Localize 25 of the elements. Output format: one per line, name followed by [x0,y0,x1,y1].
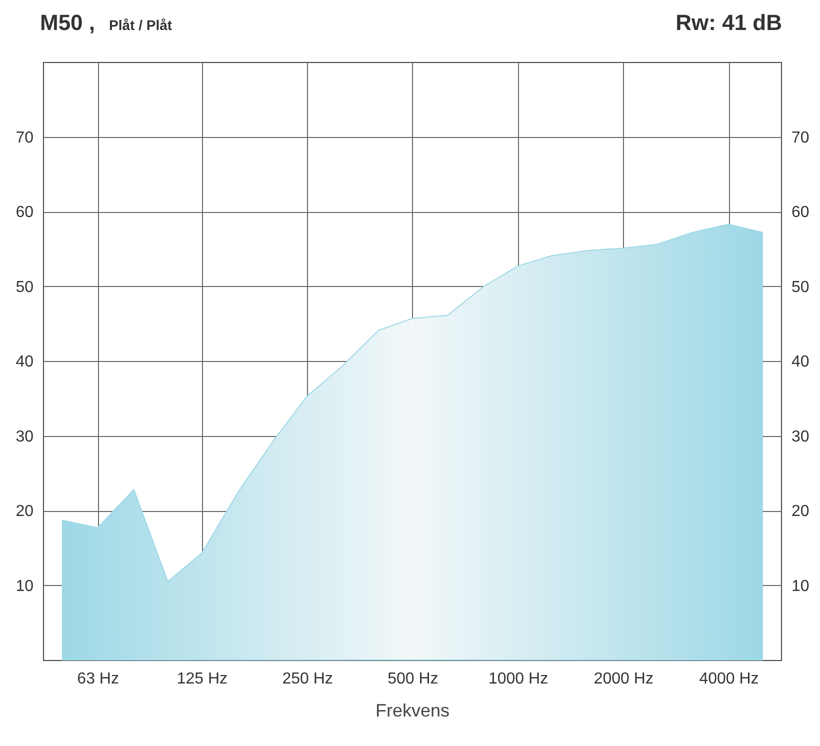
y-tick-label: 30 [16,428,34,446]
x-tick-label: 4000 Hz [699,670,759,688]
x-axis-title: Frekvens [375,700,450,720]
y2-tick-label: 30 [792,428,810,446]
y2-tick-label: 70 [792,129,810,146]
y-tick-label: 70 [16,129,34,146]
x-tick-label: 63 Hz [77,670,119,688]
y-tick-label: 10 [16,578,34,595]
y2-tick-label: 10 [792,578,810,595]
y2-tick-label: 20 [792,503,810,520]
x-tick-label: 2000 Hz [594,670,654,688]
y-tick-label: 50 [16,278,34,296]
x-tick-label: 250 Hz [282,670,333,688]
y-tick-label: 20 [16,503,34,520]
y-tick-label: 60 [16,204,34,221]
text: Rw: 41 dB [676,10,782,36]
chart-subtitle: Plåt / Plåt [109,17,172,33]
x-tick-label: 125 Hz [176,670,228,688]
x-tick-label: 500 Hz [388,670,438,688]
y2-tick-label: 60 [792,204,810,221]
x-tick-label: 1000 Hz [488,670,548,688]
y2-tick-label: 40 [792,354,810,370]
y2-tick-label: 50 [792,278,810,296]
chart-title: M50 , [40,10,96,35]
y-tick-label: 40 [16,354,34,370]
